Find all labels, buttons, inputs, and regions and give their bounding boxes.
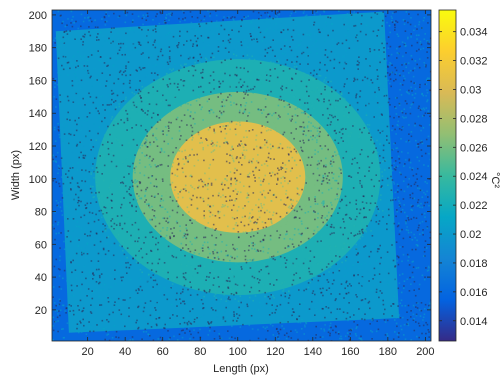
colorbar-ticks: 0.014 0.016 0.018 0.02 0.022 0.024 0.026 0.028 0… — [439, 27, 488, 328]
colorbar-tick-label: 0.026 — [460, 142, 488, 154]
colorbar-label: °C² — [489, 172, 501, 188]
x-tick-label: 200 — [416, 346, 434, 358]
x-tick-label: 20 — [82, 346, 94, 358]
x-tick-label: 100 — [229, 346, 247, 358]
colorbar-tick-label: 0.02 — [460, 229, 481, 241]
colorbar-tick-label: 0.03 — [460, 84, 481, 96]
speckle-noise — [52, 10, 431, 341]
y-tick-label: 120 — [29, 141, 47, 153]
x-tick-label: 40 — [119, 346, 131, 358]
x-tick-label: 160 — [341, 346, 359, 358]
colorbar-tick-label: 0.014 — [460, 316, 488, 328]
y-tick-label: 200 — [29, 10, 47, 22]
y-tick-label: 160 — [29, 75, 47, 87]
y-axis: 20 40 60 80 100 120 140 160 180 200 — [29, 10, 431, 317]
y-tick-label: 100 — [29, 174, 47, 186]
heatmap-plot-area — [52, 10, 431, 341]
x-tick-label: 120 — [266, 346, 284, 358]
colorbar-tick-label: 0.028 — [460, 113, 488, 125]
colorbar-tick-label: 0.016 — [460, 287, 488, 299]
colorbar-tick-label: 0.034 — [460, 27, 488, 39]
y-tick-label: 80 — [35, 207, 47, 219]
y-tick-label: 20 — [35, 305, 47, 317]
y-axis-label: Width (px) — [10, 150, 22, 200]
y-tick-label: 60 — [35, 239, 47, 251]
x-tick-label: 180 — [379, 346, 397, 358]
plot-frame — [51, 9, 432, 342]
colorbar-tick-label: 0.032 — [460, 56, 488, 68]
x-tick-label: 60 — [157, 346, 169, 358]
x-tick-label: 140 — [304, 346, 322, 358]
colorbar-tick-label: 0.018 — [460, 258, 488, 270]
y-tick-label: 40 — [35, 272, 47, 284]
y-tick-label: 140 — [29, 108, 47, 120]
hot-spot-level-3 — [170, 121, 306, 233]
colorbar — [438, 9, 457, 342]
x-axis-label: Length (px) — [213, 363, 269, 375]
x-axis: 20 40 60 80 100 120 140 160 180 200 — [82, 10, 435, 358]
colorbar-tick-label: 0.024 — [460, 171, 488, 183]
x-tick-label: 80 — [194, 346, 206, 358]
y-tick-label: 180 — [29, 43, 47, 55]
colorbar-tick-label: 0.022 — [460, 200, 488, 212]
